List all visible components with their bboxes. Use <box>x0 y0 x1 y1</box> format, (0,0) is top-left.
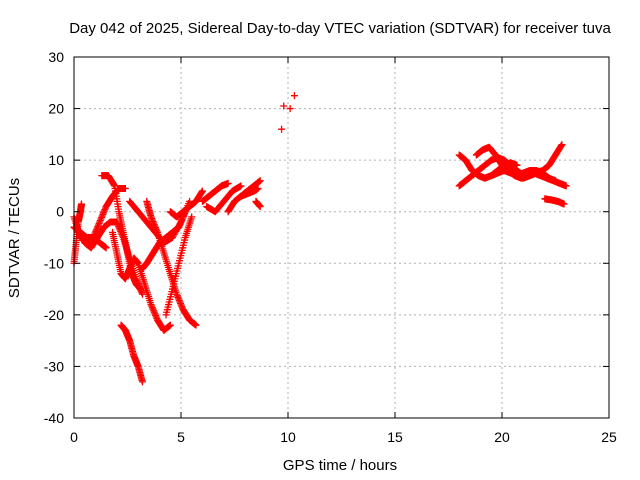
y-tick-label: 10 <box>48 152 64 168</box>
data-point <box>256 203 264 211</box>
series-arc-n <box>203 182 245 216</box>
x-tick-label: 20 <box>494 429 510 445</box>
series-arc-q <box>252 197 264 211</box>
chart-title: Day 042 of 2025, Sidereal Day-to-day VTE… <box>69 20 611 37</box>
data-point <box>562 182 570 190</box>
series-arc-l <box>166 187 206 221</box>
series-arc-h <box>138 208 189 272</box>
data-point <box>278 125 286 133</box>
y-tick-label: -10 <box>44 255 64 271</box>
data-point <box>198 187 206 195</box>
data-point <box>224 179 232 187</box>
y-tick-label: -20 <box>44 307 64 323</box>
data-point <box>290 92 298 100</box>
data-point <box>280 102 288 110</box>
data-point <box>256 177 264 185</box>
y-axis-label: SDTVAR / TECUs <box>6 178 23 298</box>
data-point <box>77 200 85 208</box>
data-point <box>188 213 196 221</box>
series-arc-i <box>143 197 200 329</box>
series-arc-f <box>109 228 174 334</box>
data-point <box>237 182 245 190</box>
data-point <box>560 200 568 208</box>
data-points <box>70 92 570 386</box>
y-tick-label: -40 <box>44 410 64 426</box>
series-arc-k <box>117 321 146 386</box>
series-arc-p <box>237 185 262 200</box>
x-tick-label: 0 <box>70 429 78 445</box>
series-arc-m <box>198 179 232 205</box>
data-point <box>192 321 200 329</box>
y-tick-label: 20 <box>48 101 64 117</box>
axis-ticks: 0 5 10 15 20 25 -40 -30 -20 -10 0 10 20 30 <box>44 49 617 445</box>
data-point <box>254 185 262 193</box>
data-point <box>102 244 110 252</box>
grid <box>74 57 609 418</box>
data-point <box>558 141 566 149</box>
series-arc-v <box>513 166 559 185</box>
x-axis-label: GPS time / hours <box>283 457 397 474</box>
data-point <box>286 105 294 113</box>
series-outliers <box>278 92 298 133</box>
data-point <box>513 161 521 169</box>
plot-frame <box>73 56 610 419</box>
x-tick-label: 10 <box>280 429 296 445</box>
x-tick-label: 25 <box>601 429 617 445</box>
y-tick-label: 0 <box>56 204 64 220</box>
data-point <box>166 321 174 329</box>
series-arc-w <box>541 195 568 208</box>
data-point <box>121 185 129 193</box>
series-arc-j <box>162 213 196 319</box>
y-tick-label: 30 <box>48 49 64 65</box>
y-tick-label: -30 <box>44 358 64 374</box>
data-point <box>552 177 559 185</box>
data-point <box>138 378 146 386</box>
x-tick-label: 5 <box>177 429 185 445</box>
x-tick-label: 15 <box>387 429 403 445</box>
